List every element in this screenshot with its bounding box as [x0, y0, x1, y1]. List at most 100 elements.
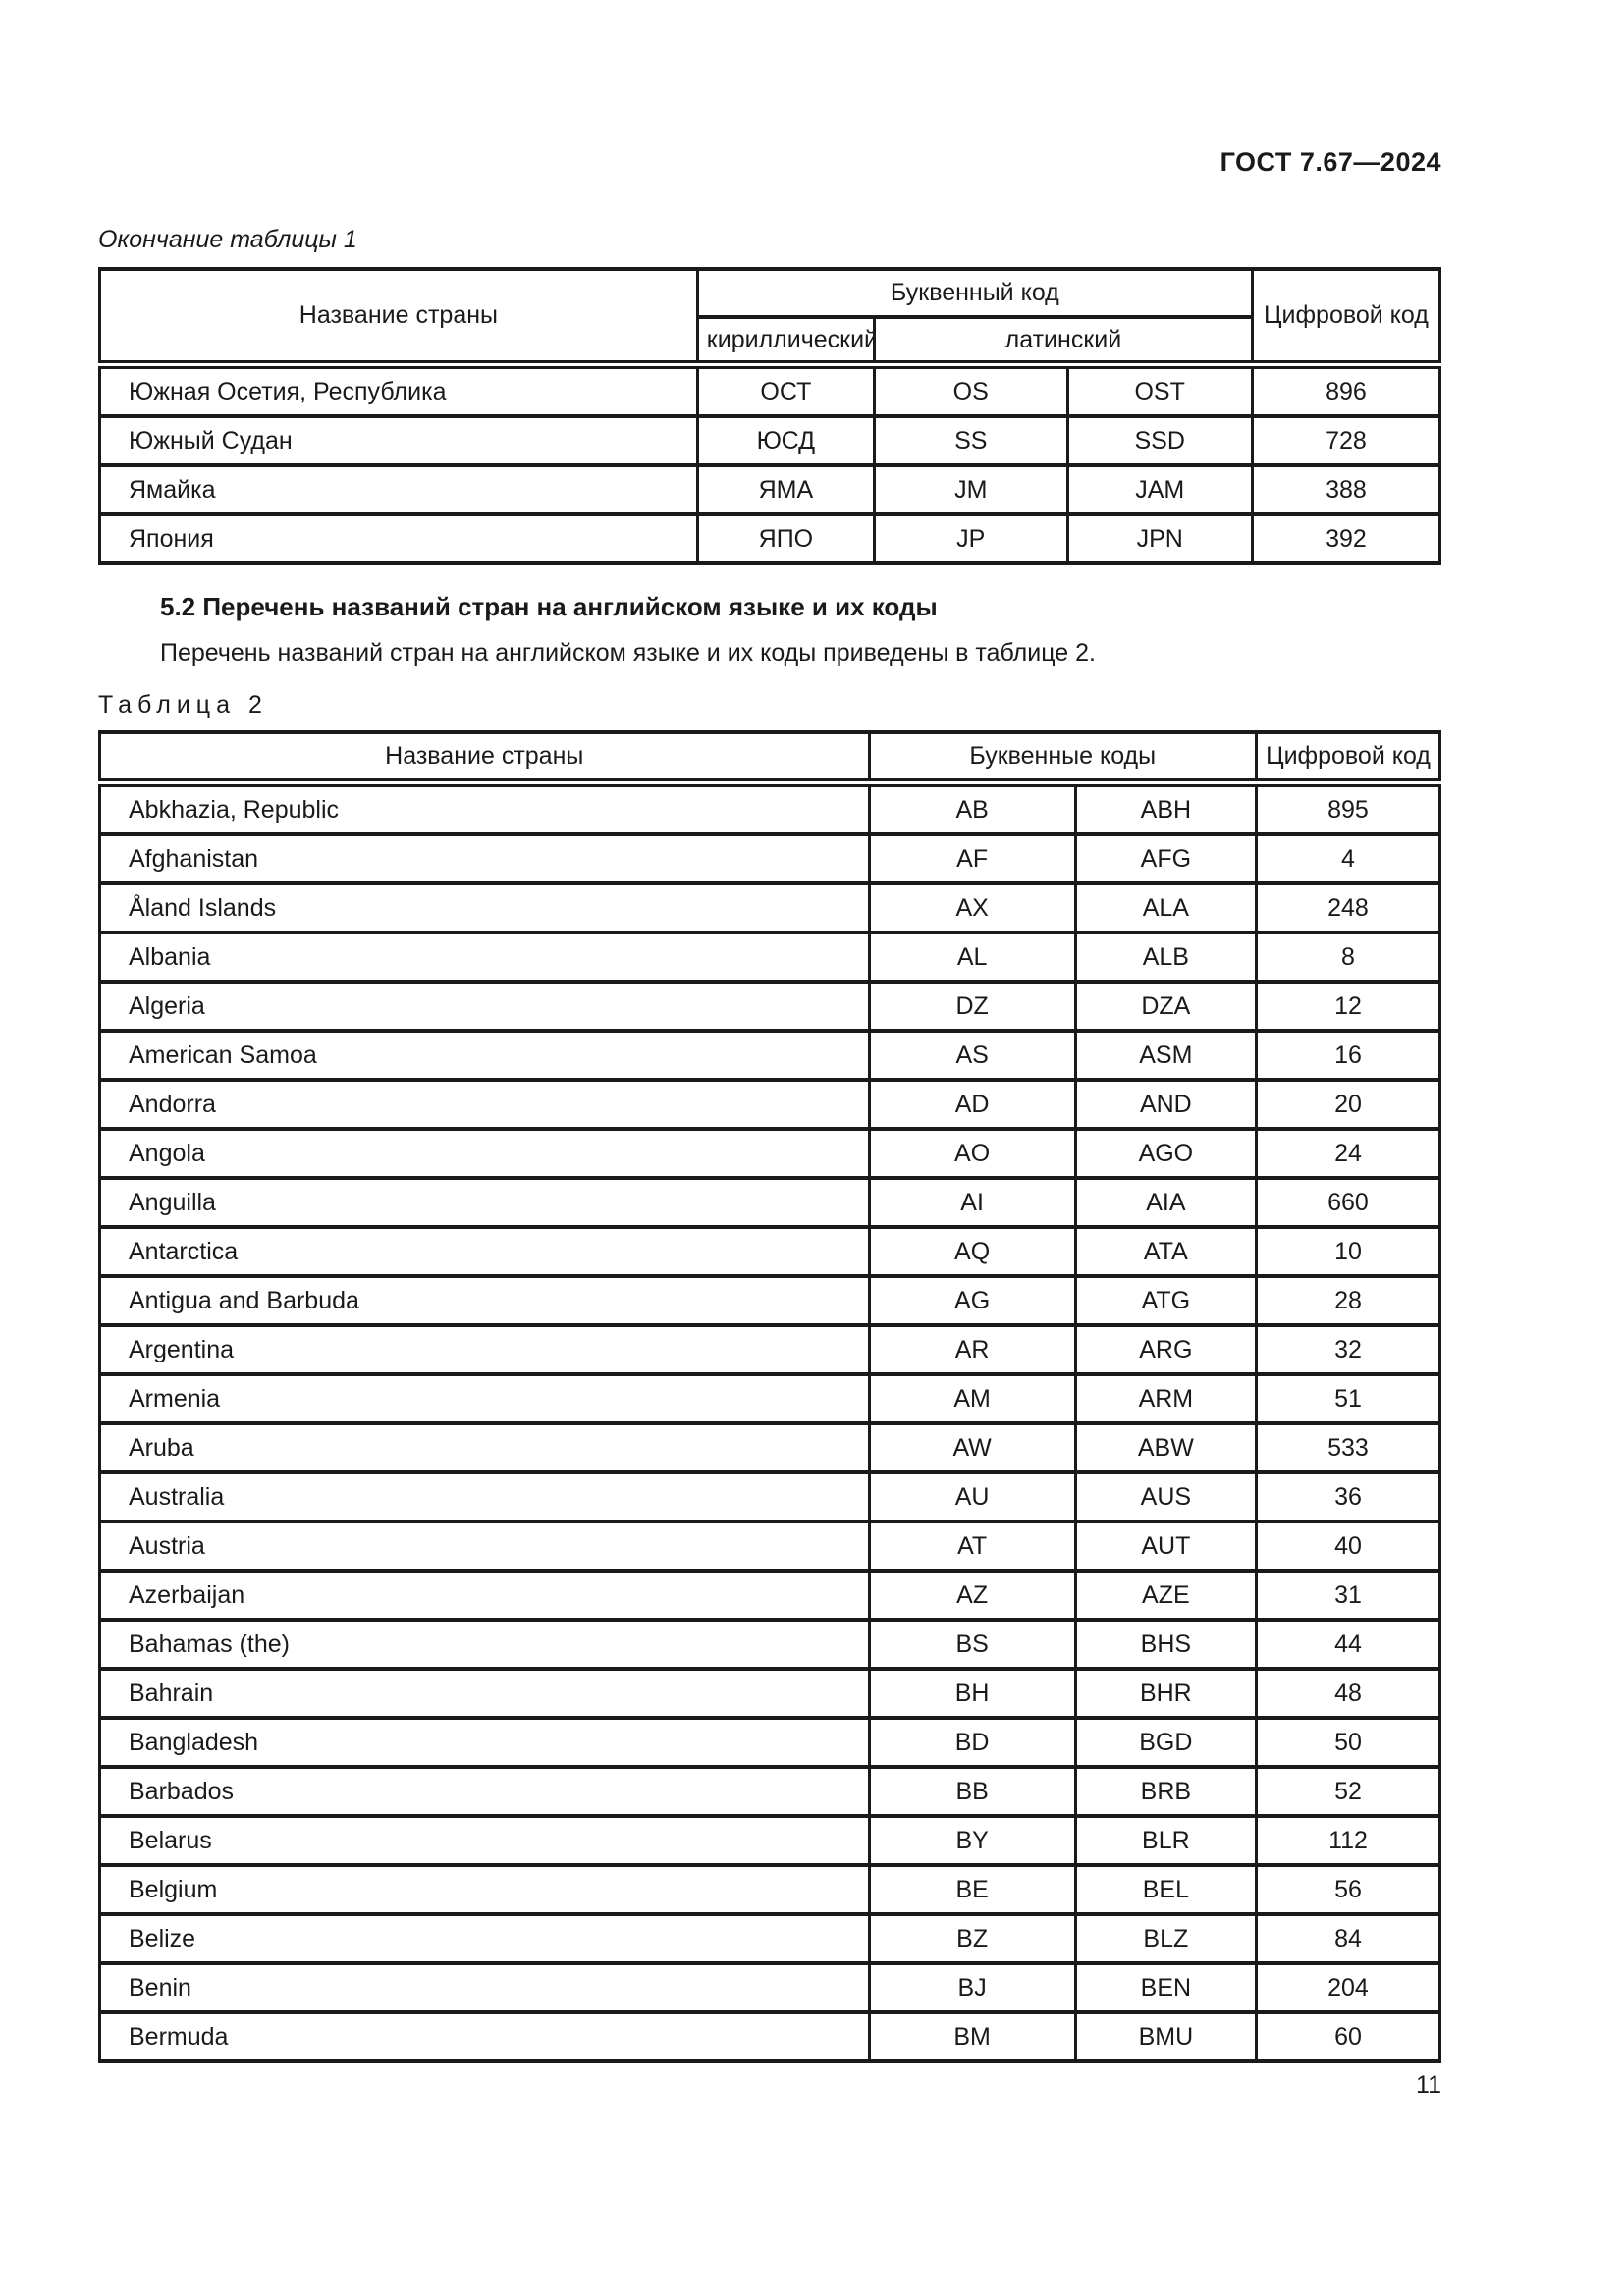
- cell-code: AUS: [1073, 1470, 1258, 1523]
- cell-code: 52: [1254, 1765, 1442, 1818]
- cell-code: 50: [1254, 1716, 1442, 1769]
- table2-header-country: Название страны: [98, 730, 871, 785]
- table-row: Argentina AR ARG 32: [98, 1323, 1442, 1376]
- cell-country-name: Benin: [98, 1961, 871, 2014]
- page-number: 11: [1416, 2071, 1441, 2099]
- cell-country-name: Южный Судан: [98, 414, 699, 467]
- cell-code: 728: [1250, 414, 1442, 467]
- cell-code: SS: [872, 414, 1069, 467]
- cell-code: AI: [867, 1176, 1077, 1229]
- cell-country-name: Ямайка: [98, 463, 699, 516]
- cell-code: AND: [1073, 1078, 1258, 1131]
- table1-country-codes-russian: Название страны Буквенный код Цифровой к…: [98, 267, 1442, 565]
- cell-code: JM: [872, 463, 1069, 516]
- cell-code: 896: [1250, 360, 1442, 418]
- cell-country-name: Anguilla: [98, 1176, 871, 1229]
- cell-code: AT: [867, 1520, 1077, 1573]
- cell-code: 40: [1254, 1520, 1442, 1573]
- cell-code: AG: [867, 1274, 1077, 1327]
- cell-country-name: Antigua and Barbuda: [98, 1274, 871, 1327]
- cell-code: AQ: [867, 1225, 1077, 1278]
- cell-code: AZ: [867, 1569, 1077, 1622]
- cell-code: ARM: [1073, 1372, 1258, 1425]
- cell-code: AFG: [1073, 832, 1258, 885]
- table-row: Antarctica AQ ATA 10: [98, 1225, 1442, 1278]
- cell-country-name: Belgium: [98, 1863, 871, 1916]
- table2-body: Abkhazia, Republic AB ABH 895 Afghanistan AF A…: [98, 778, 1442, 2063]
- cell-code: 533: [1254, 1421, 1442, 1474]
- cell-code: DZA: [1073, 980, 1258, 1033]
- table-row: Australia AU AUS 36: [98, 1470, 1442, 1523]
- cell-country-name: Australia: [98, 1470, 871, 1523]
- cell-code: ЯМА: [695, 463, 876, 516]
- table-row: Bahamas (the) BS BHS 44: [98, 1618, 1442, 1671]
- cell-code: BEL: [1073, 1863, 1258, 1916]
- cell-country-name: Belize: [98, 1912, 871, 1965]
- cell-code: 28: [1254, 1274, 1442, 1327]
- table1-header-row-2: кириллический латинский: [100, 315, 1440, 367]
- table-row: Afghanistan AF AFG 4: [98, 832, 1442, 885]
- cell-code: ABW: [1073, 1421, 1258, 1474]
- cell-code: 895: [1254, 778, 1442, 836]
- cell-code: 388: [1250, 463, 1442, 516]
- cell-country-name: Abkhazia, Republic: [98, 778, 871, 836]
- cell-code: 16: [1254, 1029, 1442, 1082]
- table-row: Armenia AM ARM 51: [98, 1372, 1442, 1425]
- cell-country-name: Angola: [98, 1127, 871, 1180]
- cell-code: 32: [1254, 1323, 1442, 1376]
- cell-code: ATG: [1073, 1274, 1258, 1327]
- cell-code: AF: [867, 832, 1077, 885]
- table-row: Bangladesh BD BGD 50: [98, 1716, 1442, 1769]
- cell-code: 51: [1254, 1372, 1442, 1425]
- cell-code: 56: [1254, 1863, 1442, 1916]
- cell-code: AUT: [1073, 1520, 1258, 1573]
- table-row: Belgium BE BEL 56: [98, 1863, 1442, 1916]
- table-row: Belize BZ BLZ 84: [98, 1912, 1442, 1965]
- table1-header-cyrillic: кириллический: [695, 315, 876, 367]
- table1-header-latin: латинский: [872, 315, 1254, 367]
- cell-code: 8: [1254, 931, 1442, 984]
- cell-country-name: Belarus: [98, 1814, 871, 1867]
- cell-code: 44: [1254, 1618, 1442, 1671]
- table-row: Bahrain BH BHR 48: [98, 1667, 1442, 1720]
- table-row: Belarus BY BLR 112: [98, 1814, 1442, 1867]
- cell-code: 112: [1254, 1814, 1442, 1867]
- section-heading: 5.2 Перечень названий стран на английско…: [160, 592, 938, 621]
- table1-header-country: Название страны: [98, 267, 699, 367]
- cell-code: 10: [1254, 1225, 1442, 1278]
- cell-code: 248: [1254, 881, 1442, 934]
- cell-code: BZ: [867, 1912, 1077, 1965]
- cell-code: AW: [867, 1421, 1077, 1474]
- cell-country-name: Bahrain: [98, 1667, 871, 1720]
- table2-header: Название страны Буквенные коды Цифровой …: [98, 730, 1442, 785]
- table1-body: Южная Осетия, Республика ОСТ OS OST 896 Южный…: [98, 360, 1442, 565]
- cell-code: ABH: [1073, 778, 1258, 836]
- table-row: Abkhazia, Republic AB ABH 895: [98, 778, 1442, 836]
- cell-code: AIA: [1073, 1176, 1258, 1229]
- cell-code: ATA: [1073, 1225, 1258, 1278]
- cell-code: AU: [867, 1470, 1077, 1523]
- table-row: Andorra AD AND 20: [98, 1078, 1442, 1131]
- table2-header-row: Название страны Буквенные коды Цифровой …: [98, 730, 1442, 785]
- cell-code: SSD: [1065, 414, 1254, 467]
- table1-header-numeric-code: Цифровой код: [1250, 267, 1442, 367]
- cell-code: OS: [872, 360, 1069, 418]
- cell-code: AL: [867, 931, 1077, 984]
- cell-code: BD: [867, 1716, 1077, 1769]
- cell-country-name: Япония: [98, 512, 699, 565]
- cell-code: BM: [867, 2010, 1077, 2063]
- cell-country-name: Antarctica: [98, 1225, 871, 1278]
- table-row: Anguilla AI AIA 660: [98, 1176, 1442, 1229]
- cell-code: BHS: [1073, 1618, 1258, 1671]
- cell-code: 20: [1254, 1078, 1442, 1131]
- cell-country-name: Afghanistan: [98, 832, 871, 885]
- table-row: Ямайка ЯМА JM JAM 388: [98, 463, 1442, 516]
- table-row: Bermuda BM BMU 60: [98, 2010, 1442, 2063]
- table2-header-numeric-code: Цифровой код: [1254, 730, 1442, 785]
- table-row: Benin BJ BEN 204: [98, 1961, 1442, 2014]
- table-row: American Samoa AS ASM 16: [98, 1029, 1442, 1082]
- table-row: Algeria DZ DZA 12: [98, 980, 1442, 1033]
- cell-code: ЮСД: [695, 414, 876, 467]
- cell-country-name: Bangladesh: [98, 1716, 871, 1769]
